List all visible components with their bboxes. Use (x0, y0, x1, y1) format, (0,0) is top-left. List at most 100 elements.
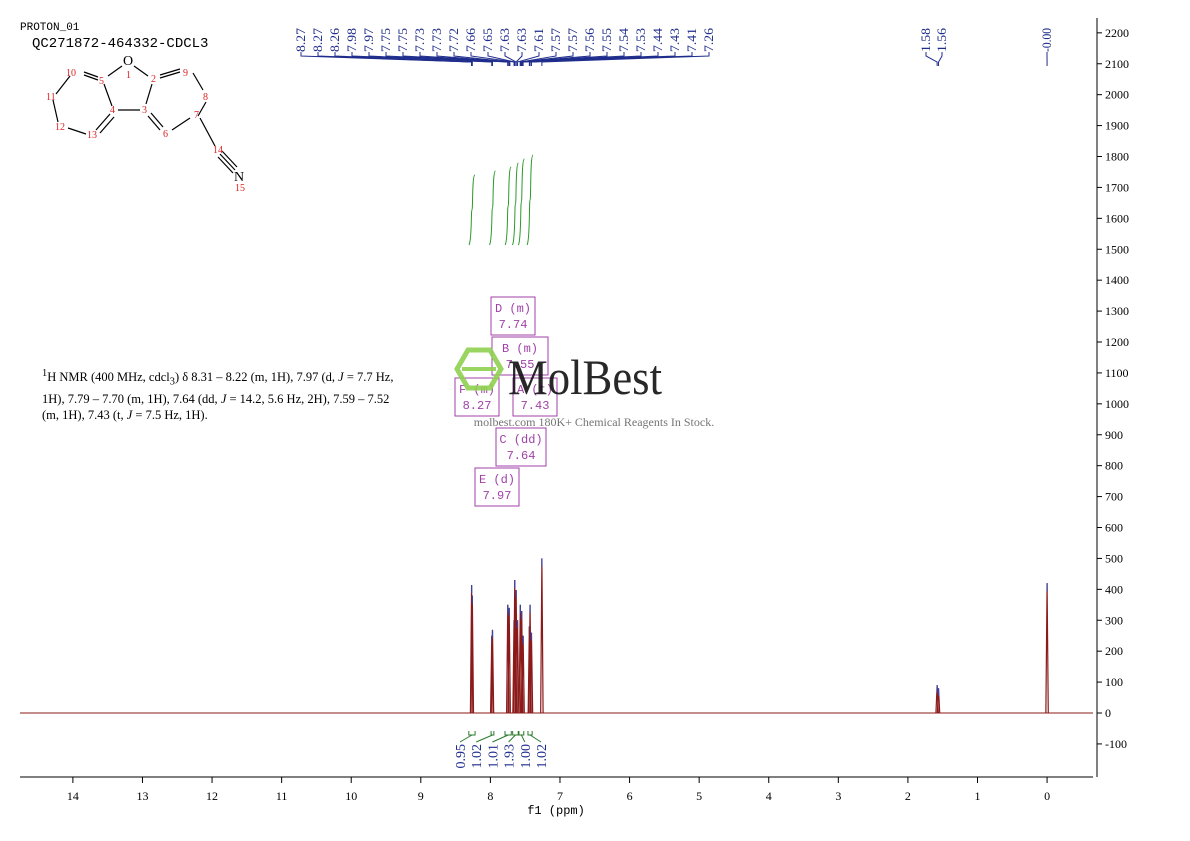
y-tick-label: 1700 (1105, 180, 1129, 194)
text: = 7.5 Hz, 1H). (132, 407, 208, 422)
y-tick-label: 0 (1105, 706, 1111, 720)
integral-curve (517, 158, 525, 246)
integral-bracket (476, 731, 495, 743)
peak-label: 7.57 (565, 27, 580, 52)
peak-label: 8.27 (310, 27, 325, 52)
x-tick-label: 8 (487, 789, 493, 803)
peak-label: 7.63 (514, 28, 529, 52)
logo (454, 347, 504, 391)
peak-label-leader (470, 52, 515, 66)
y-tick-label: 700 (1105, 490, 1123, 504)
peak-label-leader (517, 52, 540, 66)
integral-bracket (518, 731, 526, 743)
integral-bracket (492, 731, 512, 743)
x-tick-label: 2 (905, 789, 911, 803)
atom-label: 8 (203, 92, 208, 103)
integral-label: 1.00 (519, 744, 534, 769)
peak-label: 7.43 (667, 28, 682, 52)
x-tick-label: 6 (627, 789, 633, 803)
x-axis-label: f1 (ppm) (527, 804, 585, 818)
x-tick-label: 11 (276, 789, 288, 803)
plot: 14 13 12 11 10 9 8 7 6 5 4 3 2 1 0-1000100200300400500… (20, 18, 1129, 818)
y-tick-label: 500 (1105, 551, 1123, 565)
watermark-brand: MolBest (508, 349, 662, 405)
integral-curve (511, 162, 519, 246)
y-tick-label: 1100 (1105, 366, 1129, 380)
molecule (52, 65, 238, 174)
peak-label: 7.56 (582, 27, 597, 52)
integral-label: 0.95 (454, 744, 469, 769)
integral-bracket (508, 731, 519, 743)
y-tick-label: 1400 (1105, 273, 1129, 287)
y-tick-label: 1800 (1105, 150, 1129, 164)
peak-label-leader (520, 52, 591, 66)
peak-label-leader (541, 52, 710, 66)
multiplet-label: A (t) (517, 383, 553, 397)
atom-label: 5 (99, 76, 104, 87)
y-tick-label: 400 (1105, 582, 1123, 596)
peak-label-leader (521, 52, 608, 66)
peak-label: 7.57 (548, 27, 563, 52)
text: H NMR (400 MHz, cdcl (47, 370, 170, 385)
multiplet-shift: 7.43 (521, 399, 550, 413)
peak-label: 7.65 (480, 28, 495, 52)
atom-label: 15 (235, 183, 245, 194)
atom-label: 7 (194, 110, 199, 121)
integral-label: 1.02 (470, 744, 485, 769)
peak-label-leader (402, 52, 509, 66)
peak (490, 629, 495, 714)
x-tick-label: 1 (974, 789, 980, 803)
integral-label: 1.02 (535, 744, 550, 769)
x-tick-label: 4 (766, 789, 772, 803)
peak-label-leader (522, 52, 642, 66)
peak-label: 8.27 (293, 27, 308, 52)
y-tick-label: 100 (1105, 675, 1123, 689)
peak-label-leader (925, 52, 938, 66)
peak-label: 7.54 (616, 27, 631, 52)
y-tick-label: 2000 (1105, 88, 1129, 102)
atom-label: 11 (46, 92, 56, 103)
peak-label: 7.75 (395, 28, 410, 52)
x-tick-label: 9 (418, 789, 424, 803)
peak-label-leader (334, 52, 473, 66)
atom-label: 1 (126, 70, 131, 81)
atom-label: O (123, 54, 133, 69)
peak-label: 8.26 (327, 27, 342, 52)
peak-label: 7.72 (446, 28, 461, 52)
text: J (220, 391, 227, 406)
atom-label: 2 (151, 74, 156, 85)
atom-label: 13 (87, 130, 97, 141)
peak (515, 620, 520, 714)
integral-curve (468, 174, 476, 246)
integral-label: 1.01 (486, 744, 501, 769)
peak-label: 7.41 (684, 28, 699, 52)
peak-label: 7.98 (344, 28, 359, 52)
y-tick-label: 1200 (1105, 335, 1129, 349)
multiplet-shift: 7.64 (507, 449, 536, 463)
peak-label: 7.75 (378, 28, 393, 52)
atom-label: 6 (163, 129, 168, 140)
peak (1045, 583, 1049, 714)
multiplet-box (512, 377, 558, 417)
peak-label-leader (487, 52, 516, 66)
peak-label-leader (436, 52, 510, 66)
y-tick-label: 200 (1105, 644, 1123, 658)
atom-label: N (234, 170, 244, 185)
y-tick-label: 2100 (1105, 57, 1129, 71)
text: ) δ 8.31 – 8.22 (m, 1H), 7.97 (d, (174, 370, 339, 385)
text: = 7.7 Hz, 1H), 7.79 – 7.70 (m, 1H), 7.64… (42, 370, 394, 406)
integral-bracket (527, 731, 542, 743)
text: 1 (42, 368, 48, 379)
peak-label-leader (453, 52, 511, 66)
multiplet-shift: 7.74 (499, 318, 528, 332)
x-tick-label: 14 (67, 789, 79, 803)
x-tick-label: 5 (696, 789, 702, 803)
atom-label: 3 (142, 105, 147, 116)
peak-label: 7.53 (633, 28, 648, 52)
peak-label: 1.56 (934, 27, 949, 52)
multiplet-shift: 8.27 (463, 399, 492, 413)
x-tick-label: 13 (136, 789, 148, 803)
peak-label-leader (938, 52, 943, 66)
multiplet-box (474, 467, 520, 507)
